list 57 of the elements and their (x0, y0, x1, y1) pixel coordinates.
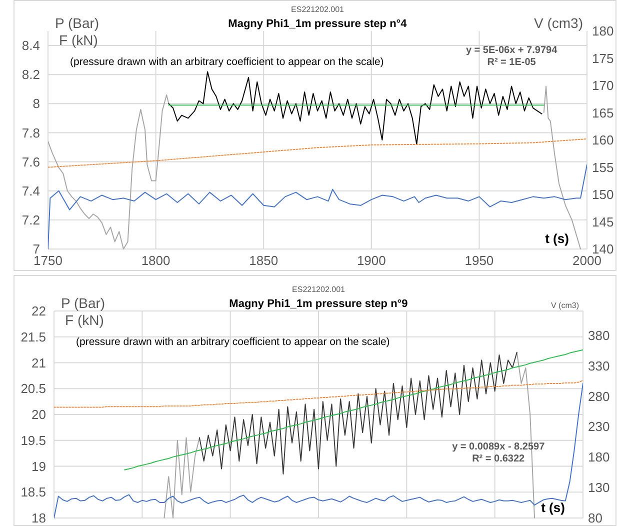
y-tick-label: 8 (32, 96, 40, 112)
y2-tick-label: 150 (592, 187, 614, 202)
y-tick-label: 7.2 (22, 212, 40, 228)
y-tick-label: 7.4 (22, 183, 40, 198)
chart-title: Magny Phi1_1m pressure step n°9 (229, 298, 408, 310)
y2-axis-title: V (cm3) (551, 301, 580, 310)
y-tick-label: 18.5 (20, 484, 46, 500)
y2-tick-label: 155 (592, 160, 614, 175)
y-tick-label: 21.5 (20, 329, 46, 344)
y-tick-label: 22 (32, 304, 46, 319)
x-axis-title: t (s) (541, 500, 565, 515)
y-axis-title: P (Bar) F (kN) (61, 295, 106, 328)
y-tick-label: 21 (32, 355, 46, 370)
line-series (54, 380, 583, 408)
y-tick-label: 20 (32, 407, 46, 422)
chart-subtitle: ES221202.001 (292, 285, 346, 294)
y-tick-label: 7.6 (22, 154, 40, 170)
y2-tick-label: 180 (588, 450, 610, 465)
chart-subtitle: ES221202.001 (291, 5, 345, 14)
chart-title: Magny Phi1_1m pressure step n°4 (228, 18, 408, 30)
annotation: y = 0.0089x - 8.2597 (452, 442, 546, 453)
x-tick-label: 1850 (249, 253, 278, 268)
line-series (54, 382, 583, 518)
line-series (168, 71, 542, 145)
y-tick-label: 7.8 (22, 125, 40, 140)
y2-tick-label: 145 (592, 214, 614, 230)
y-tick-label: 20.5 (20, 381, 46, 396)
y2-tick-label: 280 (588, 388, 610, 404)
x-tick-label: 1900 (356, 253, 386, 268)
line-series (124, 349, 583, 470)
y-tick-label: 8.4 (22, 38, 40, 54)
line-series (48, 138, 587, 168)
annotation: R² = 1E-05 (487, 56, 536, 68)
x-tick-label: 1800 (141, 253, 170, 268)
line-series (48, 164, 587, 250)
y2-axis-title: V (cm3) (534, 15, 583, 31)
y2-tick-label: 165 (592, 105, 614, 120)
x-tick-label: 1950 (464, 253, 494, 268)
y-tick-label: 19 (32, 458, 46, 474)
y2-tick-label: 230 (588, 419, 610, 434)
y2-tick-label: 380 (588, 328, 610, 343)
y2-tick-label: 160 (592, 132, 614, 148)
annotation: R² = 0.6322 (472, 454, 526, 465)
x-axis-title: t (s) (545, 231, 569, 246)
y2-tick-label: 330 (588, 358, 610, 374)
y-tick-label: 18 (32, 510, 46, 526)
y-tick-label: 8.2 (22, 67, 40, 82)
y-axis-title: P (Bar) F (kN) (55, 15, 100, 48)
annotation: y = 5E-06x + 7.9794 (466, 44, 558, 56)
annotation: (pressure drawn with an arbitrary coefficient to appear on the scale) (70, 56, 384, 68)
y-tick-label: 19.5 (20, 432, 46, 448)
y2-tick-label: 80 (588, 510, 602, 526)
y2-tick-label: 180 (592, 24, 614, 39)
y2-tick-label: 175 (592, 50, 614, 66)
y2-tick-label: 170 (592, 78, 614, 94)
annotation: (pressure drawn with an arbitrary coefficient to appear on the scale) (76, 336, 390, 348)
y2-tick-label: 130 (588, 480, 610, 496)
